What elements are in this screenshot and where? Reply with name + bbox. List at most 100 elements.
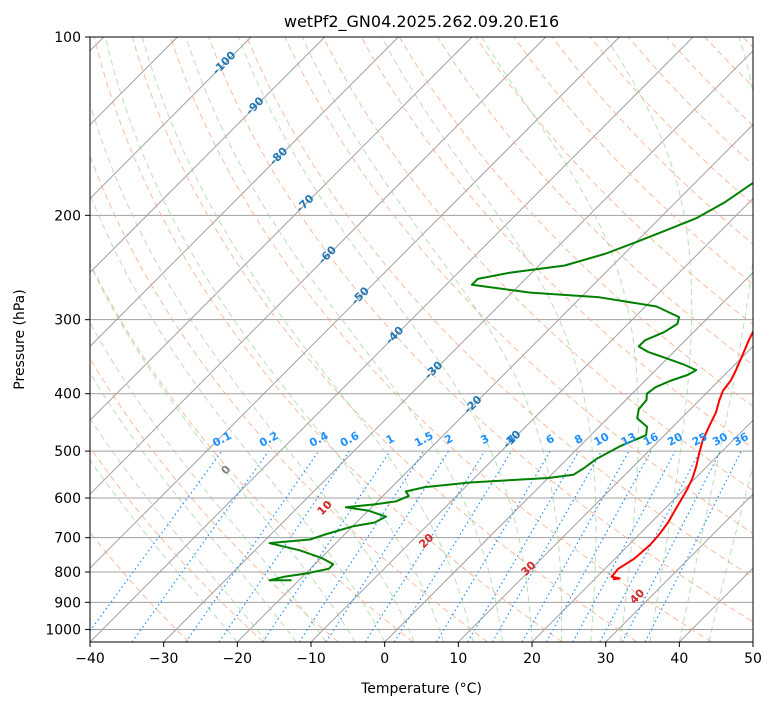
dry-adiabat-label: -90 [243,94,266,117]
mixing-ratio-line [545,450,652,642]
moist-adiabat-line [301,37,563,642]
mixing-ratio-label: 20 [665,430,685,449]
x-tick-label: −10 [296,651,326,667]
x-tick-label: −40 [75,651,105,667]
dry-adiabat-line [284,37,753,535]
dry-adiabat-line [246,37,753,578]
dry-adiabat-line [169,37,712,642]
dry-adiabat-line [90,262,414,642]
mixing-ratio-label: 13 [619,430,639,449]
mixing-ratio-line [491,450,603,642]
moist-adiabat-line [104,37,445,642]
isotherm-line [90,37,547,495]
y-axis-label: Pressure (hPa) [12,289,28,389]
dry-adiabat-label: -30 [422,358,445,381]
dry-adiabat-label: -80 [267,144,290,167]
isotherm-line [90,37,399,348]
dewpoint-trace [268,181,753,582]
mixing-ratio-line [325,450,450,642]
isotherm-line [457,345,753,642]
dry-adiabat-line [208,37,753,623]
dry-adiabat-line [90,154,488,642]
y-tick-label: 200 [54,208,81,224]
mixing-ratio-line [185,450,320,642]
mixing-ratio-label: 10 [592,430,612,449]
dry-adiabat-line [704,37,753,88]
dry-adiabat-line [322,37,753,492]
moist-adiabat-line [90,193,386,642]
y-tick-label: 600 [54,491,81,507]
mixing-ratio-line [364,450,486,642]
mixing-ratio-label: 2 [442,432,455,447]
y-tick-label: 1000 [45,622,81,638]
chart-title: wetPf2_GN04.2025.262.09.20.E16 [284,12,559,32]
isotherm-line [90,37,620,569]
isotherm-line [310,197,753,642]
moist-adiabat-line [678,37,753,642]
dry-adiabat-label: -60 [316,243,339,266]
dry-adiabat-line [90,446,264,642]
mixing-ratio-line [393,450,512,642]
isotherm-line [90,37,694,642]
moist-adiabat-line [141,37,474,642]
mixing-ratio-label: 16 [641,430,661,449]
y-tick-label: 500 [54,444,81,460]
moist-adiabat-line [90,263,356,642]
dry-adiabat-line [90,357,339,642]
dry-adiabat-label: 10 [315,498,335,518]
mixing-ratio-label: 0.4 [307,429,331,450]
background-grid [90,37,753,642]
moist-adiabat-line [708,463,753,642]
x-tick-label: 10 [449,651,467,667]
x-tick-label: 0 [380,651,389,667]
dry-adiabat-label: -10 [500,428,523,451]
dry-adiabat-line [131,37,638,642]
mixing-ratio-label: 1 [384,432,397,447]
dry-adiabat-line [93,37,563,642]
isotherm-line [236,123,753,642]
moist-adiabat-line [90,371,297,642]
dry-adiabat-label: 30 [519,558,539,578]
dry-adiabat-label: -70 [293,192,316,215]
dry-adiabat-line [513,37,753,285]
x-tick-label: 40 [670,651,688,667]
dry-adiabat-line [742,37,753,48]
isotherm-line [678,567,753,642]
mixing-ratio-label: 0.2 [257,429,280,450]
x-tick-label: −20 [223,651,253,667]
dry-adiabat-label: 0 [219,462,234,477]
moist-adiabat-line [481,37,639,642]
x-tick-label: −30 [149,651,179,667]
y-tick-label: 900 [54,595,81,611]
moist-adiabat-line [237,37,533,642]
y-tick-label: 700 [54,531,81,547]
isotherm-line [90,37,473,421]
isotherm-line [384,271,753,642]
y-tick-label: 400 [54,387,81,403]
mixing-ratio-line [466,450,580,642]
dry-adiabat-line [666,37,753,127]
x-axis-label: Temperature (°C) [360,681,482,697]
mixing-ratio-label: 0.1 [210,429,233,450]
moist-adiabat-line [90,417,268,642]
moist-adiabat-line [90,102,415,642]
mixing-ratio-label: 36 [731,430,751,449]
mixing-ratio-label: 30 [710,430,730,449]
mixing-ratio-label: 3 [478,432,491,447]
mixing-ratio-line [599,450,701,642]
isotherm-line [90,37,252,200]
moist-adiabat-line [605,37,693,642]
mixing-ratio-line [435,450,551,642]
isotherm-line [90,37,326,274]
x-tick-label: 30 [597,651,615,667]
dry-adiabat-line [589,37,753,205]
axes: −40 −30 −20 −10 0 10 20 30 40 5010020030040050060… [45,30,762,667]
y-tick-label: 100 [54,30,81,46]
dry-adiabat-line [437,37,753,366]
temperature-trace [610,329,753,581]
moist-adiabat-line [90,321,327,642]
x-tick-label: 50 [744,651,762,667]
x-tick-label: 20 [523,651,541,667]
mixing-ratio-line [298,450,425,642]
